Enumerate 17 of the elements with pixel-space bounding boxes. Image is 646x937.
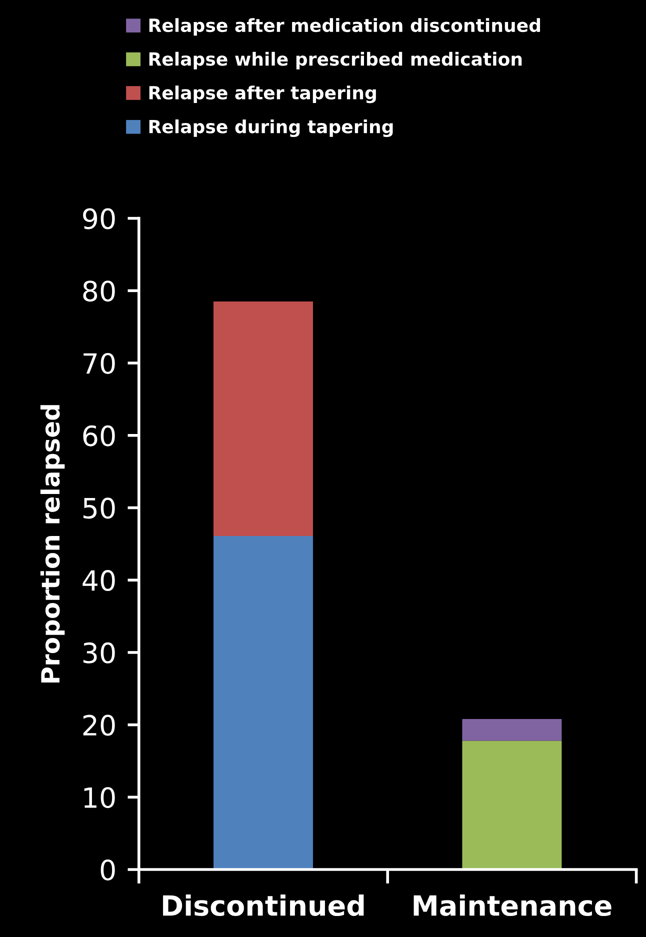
legend-label: Relapse after tapering [149,86,376,104]
legend-label: Relapse during tapering [149,119,393,138]
y-tick-label: 60 [83,425,115,446]
y-tick-label: 10 [84,787,115,808]
x-tick-label: Maintenance [414,894,612,916]
y-tick-label: 0 [100,859,115,880]
legend-label: Relapse while prescribed medication [149,52,522,70]
y-tick-label: 50 [83,498,115,519]
y-tick-label: 90 [83,208,115,230]
y-tick-label: 80 [83,280,115,302]
y-axis-title: Proportion relapsed [40,405,65,683]
y-tick-label: 20 [83,714,115,736]
legend-label: Relapse after medication discontinued [149,18,540,36]
y-tick-label: 40 [82,570,115,592]
y-tick-label: 70 [84,352,115,374]
y-tick-label: 30 [83,642,115,664]
x-tick-label: Discontinued [163,894,364,916]
